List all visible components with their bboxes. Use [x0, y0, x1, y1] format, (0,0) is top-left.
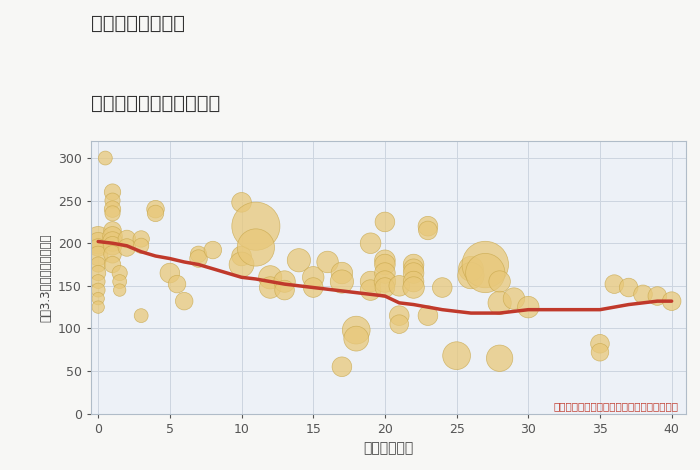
Point	[393, 312, 405, 320]
Point	[594, 348, 606, 356]
X-axis label: 築年数（年）: 築年数（年）	[363, 441, 414, 455]
Point	[336, 363, 347, 370]
Point	[107, 188, 118, 196]
Point	[466, 265, 477, 273]
Point	[92, 239, 104, 247]
Point	[107, 210, 118, 217]
Point	[666, 298, 678, 305]
Point	[92, 295, 104, 302]
Text: 築年数別中古戸建て価格: 築年数別中古戸建て価格	[91, 94, 220, 113]
Point	[408, 261, 419, 268]
Point	[121, 235, 132, 243]
Point	[408, 284, 419, 291]
Point	[92, 269, 104, 277]
Point	[251, 222, 262, 230]
Point	[251, 244, 262, 251]
Point	[422, 222, 433, 230]
Point	[92, 235, 104, 243]
Point	[164, 269, 176, 277]
Point	[379, 261, 391, 268]
Point	[178, 298, 190, 305]
Point	[609, 280, 620, 288]
Point	[207, 246, 218, 254]
Point	[408, 265, 419, 273]
Point	[136, 242, 147, 250]
Point	[494, 299, 505, 306]
Point	[379, 284, 391, 291]
Point	[114, 278, 125, 285]
Point	[594, 340, 606, 347]
Point	[437, 284, 448, 291]
Y-axis label: 坪（3.3㎡）単価（万円）: 坪（3.3㎡）単価（万円）	[39, 233, 52, 321]
Point	[379, 218, 391, 226]
Point	[107, 205, 118, 213]
Point	[279, 286, 290, 294]
Point	[379, 269, 391, 277]
Point	[422, 227, 433, 234]
Point	[107, 261, 118, 268]
Point	[92, 303, 104, 311]
Point	[92, 261, 104, 268]
Point	[193, 251, 204, 258]
Point	[652, 292, 663, 300]
Point	[494, 354, 505, 362]
Point	[393, 321, 405, 328]
Point	[172, 280, 183, 288]
Point	[107, 197, 118, 204]
Point	[92, 252, 104, 260]
Point	[379, 257, 391, 264]
Point	[107, 242, 118, 250]
Point	[351, 326, 362, 334]
Point	[150, 205, 161, 213]
Point	[236, 261, 247, 268]
Point	[422, 312, 433, 320]
Point	[494, 278, 505, 285]
Point	[379, 278, 391, 285]
Point	[136, 312, 147, 320]
Point	[480, 269, 491, 277]
Point	[107, 238, 118, 245]
Point	[92, 278, 104, 285]
Point	[351, 335, 362, 342]
Point	[365, 278, 376, 285]
Point	[623, 284, 634, 291]
Point	[107, 251, 118, 258]
Point	[508, 295, 519, 302]
Point	[121, 244, 132, 251]
Point	[279, 278, 290, 285]
Point	[336, 278, 347, 285]
Text: 東京都小金井市の: 東京都小金井市の	[91, 14, 185, 33]
Point	[236, 252, 247, 260]
Point	[451, 352, 462, 360]
Point	[336, 269, 347, 277]
Point	[114, 269, 125, 277]
Point	[193, 255, 204, 262]
Point	[92, 244, 104, 251]
Point	[107, 227, 118, 234]
Point	[92, 286, 104, 294]
Point	[136, 235, 147, 243]
Point	[265, 284, 276, 291]
Point	[114, 286, 125, 294]
Point	[322, 258, 333, 266]
Point	[393, 282, 405, 290]
Point	[638, 290, 649, 298]
Point	[466, 272, 477, 279]
Point	[523, 303, 534, 311]
Point	[293, 257, 304, 264]
Point	[307, 274, 318, 281]
Point	[265, 274, 276, 281]
Point	[99, 154, 111, 162]
Point	[480, 261, 491, 268]
Point	[307, 284, 318, 291]
Point	[107, 233, 118, 240]
Point	[408, 269, 419, 277]
Point	[150, 210, 161, 217]
Point	[365, 286, 376, 294]
Point	[365, 239, 376, 247]
Text: 円の大きさは、取引のあった物件面積を示す: 円の大きさは、取引のあった物件面積を示す	[554, 401, 679, 411]
Point	[408, 278, 419, 285]
Point	[236, 198, 247, 206]
